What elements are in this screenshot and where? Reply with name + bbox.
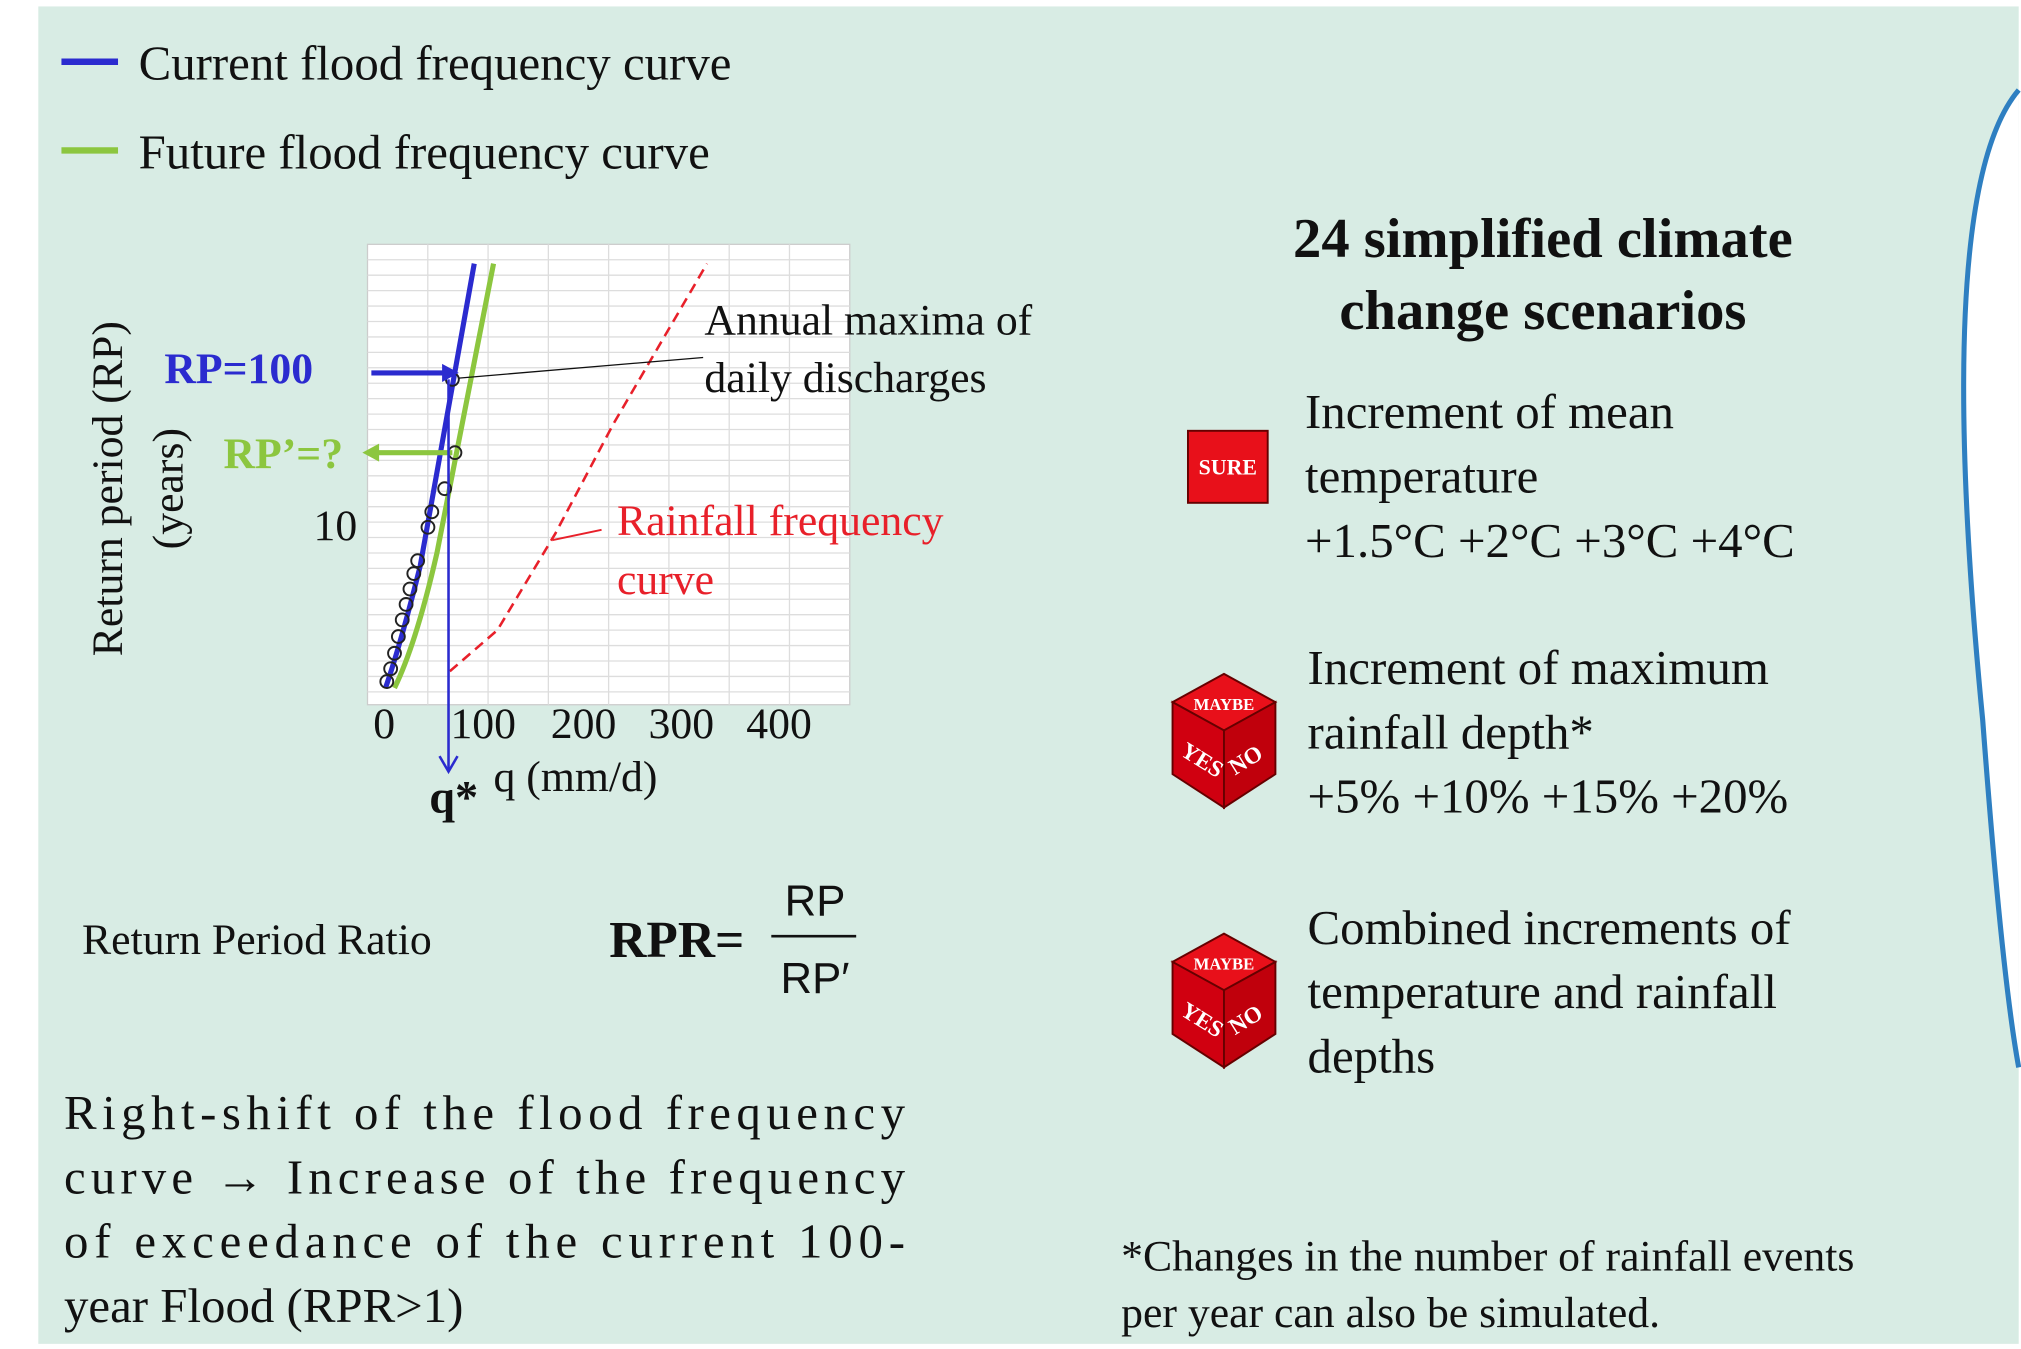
x-axis-label: q (mm/d)	[494, 753, 658, 801]
badge-face	[1223, 960, 1277, 1070]
y-axis-unit: (years)	[144, 428, 192, 549]
x-tick-label: 200	[551, 700, 617, 748]
arrowhead	[438, 755, 459, 775]
arrowhead	[442, 363, 459, 382]
scenarios-title: 24 simplified climate	[1293, 208, 1793, 270]
rainfall-curve	[448, 262, 709, 673]
rp-prime-label: RP’=?	[223, 430, 343, 478]
y-tick-label: 10	[314, 502, 358, 550]
annotation-line	[552, 528, 602, 542]
annotation-line	[458, 356, 704, 379]
y-axis-label: Return period (RP)	[84, 321, 132, 656]
badge-label: SURE	[1199, 456, 1257, 480]
note-line: Right-shift of the flood frequency	[64, 1085, 906, 1140]
x-tick-label: 100	[450, 700, 516, 748]
x-tick-label: 300	[648, 700, 714, 748]
note-line: curve → Increase of the frequency	[64, 1149, 906, 1204]
edge-arc	[1961, 88, 2021, 1068]
x-ticks: 0 100 200 300 400	[373, 700, 812, 748]
ratio-denominator: RP′	[781, 954, 850, 1003]
scenario-line: +5% +10% +15% +20%	[1308, 769, 1789, 824]
x-tick-label: 400	[746, 700, 812, 748]
footnote: *Changes in the number of rainfall event…	[1121, 1233, 1854, 1281]
footnote: per year can also be simulated.	[1121, 1289, 1660, 1337]
ratio-lhs: RPR=	[609, 912, 744, 969]
ratio-numerator: RP	[785, 877, 846, 926]
future-curve	[392, 263, 497, 690]
badge-face	[1223, 700, 1277, 810]
scenario-line: Combined increments of	[1308, 900, 1792, 955]
badge-label: MAYBE	[1194, 955, 1255, 974]
scenario-line: depths	[1308, 1029, 1436, 1084]
badge-label: MAYBE	[1194, 695, 1255, 714]
arrowhead	[362, 443, 380, 462]
scenario-line: temperature and rainfall	[1308, 964, 1777, 1019]
q-star: q*	[429, 773, 478, 824]
annotation: Annual maxima of	[704, 296, 1032, 344]
scenario-line: rainfall depth*	[1308, 704, 1594, 759]
annotation: Rainfall frequency	[617, 497, 944, 545]
scenario-line: Increment of maximum	[1308, 640, 1769, 695]
scenarios-title: change scenarios	[1339, 280, 1746, 342]
scenario-line: temperature	[1305, 449, 1538, 504]
plot: Return period (RP) (years) 10 0 100 200 300…	[84, 243, 1033, 824]
scenario-line: +1.5°C +2°C +3°C +4°C	[1305, 513, 1795, 568]
note-line: year Flood (RPR>1)	[64, 1278, 463, 1333]
ratio-label: Return Period Ratio	[82, 916, 432, 964]
legend-label: Current flood frequency curve	[139, 36, 732, 91]
rp100-label: RP=100	[164, 345, 313, 393]
annotation: curve	[617, 556, 714, 604]
annotation: daily discharges	[704, 354, 986, 402]
scenario-list: SURE Increment of mean temperature +1.5°C +…	[1170, 384, 1795, 1084]
scenario-item: SURE Increment of mean temperature +1.5°C +…	[1187, 384, 1795, 568]
badge	[1187, 429, 1269, 504]
legend-label: Future flood frequency curve	[139, 124, 710, 179]
x-tick-label: 0	[373, 700, 395, 748]
scenario-line: Increment of mean	[1305, 384, 1674, 439]
